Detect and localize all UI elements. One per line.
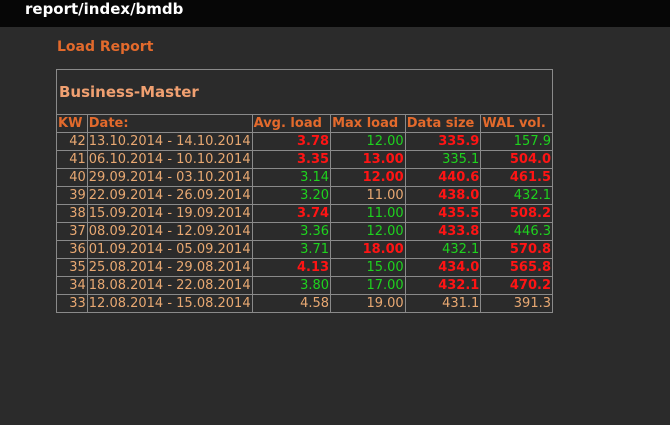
table-row: 39 22.09.2014 - 26.09.2014 3.20 11.00 438.0 4…	[56, 186, 553, 205]
cell-max-load: 11.00	[330, 204, 406, 223]
cell-date: 29.09.2014 - 03.10.2014	[86, 168, 253, 187]
column-header-kw: KW	[56, 114, 88, 133]
cell-avg-load: 3.36	[251, 222, 332, 241]
cell-avg-load: 4.13	[251, 258, 332, 277]
cell-date: 06.10.2014 - 10.10.2014	[86, 150, 253, 169]
table-row: 33 12.08.2014 - 15.08.2014 4.58 19.00 431.1 3…	[56, 294, 553, 313]
table-row: 41 06.10.2014 - 10.10.2014 3.35 13.00 335.1 5…	[56, 150, 553, 169]
cell-wal-volume: 570.8	[480, 240, 553, 259]
cell-max-load: 13.00	[330, 150, 406, 169]
table-row: 42 13.10.2014 - 14.10.2014 3.78 12.00 335.9 1…	[56, 132, 553, 151]
table-row: 36 01.09.2014 - 05.09.2014 3.71 18.00 432.1 5…	[56, 240, 553, 259]
cell-data-size: 335.9	[404, 132, 482, 151]
cell-max-load: 11.00	[330, 186, 406, 205]
cell-data-size: 434.0	[404, 258, 482, 277]
header-row: KW Date: Avg. load Max load Data size WA…	[56, 114, 553, 133]
column-header-avg-load: Avg. load	[251, 114, 332, 133]
cell-kw: 38	[56, 204, 88, 223]
cell-max-load: 12.00	[330, 222, 406, 241]
report-table: Business-Master KW Date: Avg. load Max l…	[56, 69, 553, 313]
cell-wal-volume: 470.2	[480, 276, 553, 295]
cell-wal-volume: 157.9	[480, 132, 553, 151]
cell-kw: 33	[56, 294, 88, 313]
column-header-max-load: Max load	[330, 114, 406, 133]
top-bar: report/index/bmdb	[0, 0, 670, 27]
table-row: 40 29.09.2014 - 03.10.2014 3.14 12.00 440.6 4…	[56, 168, 553, 187]
cell-data-size: 335.1	[404, 150, 482, 169]
cell-date: 22.09.2014 - 26.09.2014	[86, 186, 253, 205]
cell-data-size: 435.5	[404, 204, 482, 223]
cell-max-load: 12.00	[330, 168, 406, 187]
cell-avg-load: 3.74	[251, 204, 332, 223]
cell-data-size: 438.0	[404, 186, 482, 205]
cell-max-load: 17.00	[330, 276, 406, 295]
column-header-data-size: Data size	[404, 114, 482, 133]
cell-wal-volume: 432.1	[480, 186, 553, 205]
cell-date: 08.09.2014 - 12.09.2014	[86, 222, 253, 241]
load-report-link[interactable]: Load Report	[57, 39, 154, 55]
cell-max-load: 12.00	[330, 132, 406, 151]
table-row: 37 08.09.2014 - 12.09.2014 3.36 12.00 433.8 4…	[56, 222, 553, 241]
column-header-date: Date:	[86, 114, 253, 133]
cell-wal-volume: 446.3	[480, 222, 553, 241]
cell-avg-load: 3.14	[251, 168, 332, 187]
cell-kw: 39	[56, 186, 88, 205]
table-row: 35 25.08.2014 - 29.08.2014 4.13 15.00 434.0 5…	[56, 258, 553, 277]
cell-max-load: 18.00	[330, 240, 406, 259]
cell-kw: 41	[56, 150, 88, 169]
cell-max-load: 19.00	[330, 294, 406, 313]
cell-avg-load: 4.58	[251, 294, 332, 313]
cell-data-size: 431.1	[404, 294, 482, 313]
cell-avg-load: 3.78	[251, 132, 332, 151]
cell-wal-volume: 391.3	[480, 294, 553, 313]
cell-max-load: 15.00	[330, 258, 406, 277]
column-header-wal-volume: WAL vol.	[480, 114, 553, 133]
cell-date: 18.08.2014 - 22.08.2014	[86, 276, 253, 295]
cell-data-size: 440.6	[404, 168, 482, 187]
cell-kw: 37	[56, 222, 88, 241]
page-path-title: report/index/bmdb	[25, 0, 184, 18]
cell-data-size: 433.8	[404, 222, 482, 241]
cell-kw: 42	[56, 132, 88, 151]
cell-data-size: 432.1	[404, 276, 482, 295]
cell-avg-load: 3.80	[251, 276, 332, 295]
cell-wal-volume: 508.2	[480, 204, 553, 223]
cell-date: 01.09.2014 - 05.09.2014	[86, 240, 253, 259]
cell-date: 12.08.2014 - 15.08.2014	[86, 294, 253, 313]
cell-wal-volume: 461.5	[480, 168, 553, 187]
table-caption: Business-Master	[56, 69, 553, 115]
cell-wal-volume: 504.0	[480, 150, 553, 169]
caption-row: Business-Master	[56, 69, 553, 115]
table-body: 42 13.10.2014 - 14.10.2014 3.78 12.00 335.9 1…	[56, 132, 553, 313]
cell-date: 13.10.2014 - 14.10.2014	[86, 132, 253, 151]
cell-kw: 34	[56, 276, 88, 295]
cell-avg-load: 3.71	[251, 240, 332, 259]
cell-date: 25.08.2014 - 29.08.2014	[86, 258, 253, 277]
cell-date: 15.09.2014 - 19.09.2014	[86, 204, 253, 223]
cell-kw: 40	[56, 168, 88, 187]
table-row: 38 15.09.2014 - 19.09.2014 3.74 11.00 435.5 5…	[56, 204, 553, 223]
cell-avg-load: 3.35	[251, 150, 332, 169]
cell-data-size: 432.1	[404, 240, 482, 259]
cell-kw: 35	[56, 258, 88, 277]
cell-wal-volume: 565.8	[480, 258, 553, 277]
cell-avg-load: 3.20	[251, 186, 332, 205]
cell-kw: 36	[56, 240, 88, 259]
table-row: 34 18.08.2014 - 22.08.2014 3.80 17.00 432.1 4…	[56, 276, 553, 295]
